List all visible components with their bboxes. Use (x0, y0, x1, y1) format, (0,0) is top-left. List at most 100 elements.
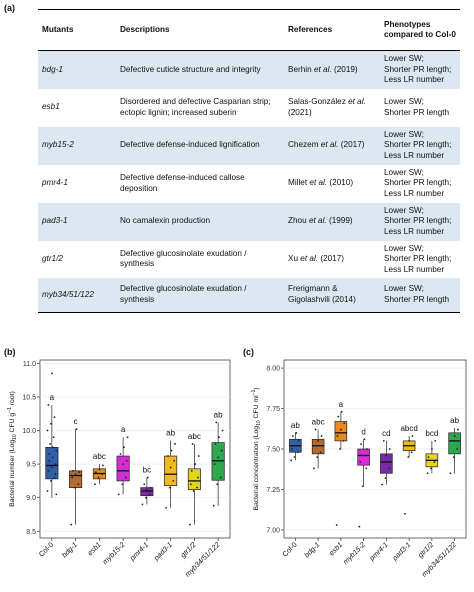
significance-letter: ab (214, 410, 223, 419)
data-point (46, 429, 49, 432)
phenotype-line: Lower SW; (384, 97, 424, 106)
y-axis-label-part: 10 (256, 420, 262, 426)
reference-it-text: et al. (300, 254, 319, 263)
phenotype-cell: Lower SW; Shorter PR length (380, 89, 460, 127)
data-point (382, 461, 384, 463)
data-point (430, 448, 433, 450)
data-point (449, 472, 452, 475)
box-pmr4-1 (380, 453, 393, 474)
significance-letter: bcd (425, 429, 438, 438)
data-point (366, 448, 368, 450)
reference-post-text: (2021) (288, 107, 312, 117)
y-axis-label: Bacterial number (Log10 CFU g−1 root) (7, 391, 18, 507)
reference-pre-text: Xu (288, 254, 301, 263)
y-tick-label: 8.5 (26, 529, 36, 536)
data-point (291, 448, 293, 450)
data-point (190, 469, 193, 472)
reference-it-text: et al. (313, 64, 332, 74)
reference-post-text: (2017) (318, 254, 345, 263)
y-tick-label: 10.0 (22, 428, 36, 435)
data-point (407, 456, 410, 458)
data-point (361, 485, 364, 488)
significance-letter: ab (450, 416, 459, 425)
reference-post-text: (2010) (327, 178, 354, 188)
data-point (142, 490, 145, 492)
data-point (149, 486, 152, 489)
data-point (50, 372, 53, 375)
table-header-row: Mutants Descriptions References Phenotyp… (38, 9, 460, 51)
data-point (450, 440, 453, 442)
data-point (146, 476, 149, 479)
phenotype-line: Shorter PR length; (384, 216, 452, 226)
data-point (337, 415, 340, 418)
panel-label-c: (c) (243, 347, 254, 357)
reference-pre-text: Zhou (288, 216, 309, 226)
data-point (319, 451, 322, 454)
data-point (51, 446, 54, 449)
significance-letter: cd (382, 429, 390, 438)
box-myb15-2 (116, 455, 130, 482)
phenotype-line: Shorter PR length; (384, 178, 452, 188)
data-point (297, 451, 299, 454)
data-point (70, 523, 73, 526)
panel-label-b: (b) (4, 347, 16, 357)
data-point (117, 493, 120, 496)
data-point (47, 469, 50, 472)
data-point (78, 471, 81, 474)
data-point (221, 429, 224, 432)
data-point (452, 456, 455, 458)
data-point (119, 453, 122, 455)
phenotype-line: Less LR number (384, 226, 445, 236)
data-point (55, 493, 58, 496)
x-tick-label: esb1 (85, 540, 102, 557)
description-cell: Defective defense-induced lignification (116, 126, 284, 165)
table-row: pad3-1 No camalexin production Zhou et al.… (38, 202, 460, 241)
data-point (381, 483, 384, 486)
mutant-cell: bdg-1 (38, 50, 116, 89)
reference-it-text: et al. (348, 97, 366, 106)
box-gtr1-2 (187, 468, 201, 490)
data-point (426, 472, 429, 475)
panel-label-a: (a) (4, 3, 15, 13)
data-point (71, 476, 73, 479)
table-row: myb34/51/122 Defective glucosinolate exud… (38, 278, 460, 313)
data-point (174, 443, 176, 445)
data-point (125, 459, 128, 462)
data-point (49, 443, 52, 445)
data-point (97, 476, 100, 479)
data-point (313, 444, 316, 447)
phenotype-line: Lower SW; (384, 284, 424, 294)
reference-cell: Xu et al. (2017) (284, 241, 380, 279)
data-point (290, 459, 293, 462)
data-point (457, 428, 459, 431)
data-point (314, 428, 317, 431)
data-point (433, 461, 436, 463)
data-point (388, 467, 390, 470)
reference-cell: Salas-González et al. (2021) (284, 89, 380, 127)
data-point (336, 435, 339, 437)
significance-letter: a (339, 400, 344, 409)
data-point (196, 486, 198, 489)
data-point (385, 454, 388, 457)
description-cell: Disordered and defective Casparian strip… (120, 97, 271, 117)
mutant-cell: myb34/51/122 (38, 278, 116, 313)
y-tick-label: 9.5 (26, 462, 36, 469)
box-esb1 (334, 421, 348, 442)
phenotype-line: Lower SW; (384, 129, 424, 139)
significance-letter: bc (143, 466, 151, 475)
bacterial-number-boxplot: 8.5 9.0 9.5 10.0 10.5 11.0 Bacterial number (L… (7, 359, 231, 579)
significance-letter: a (121, 425, 126, 434)
y-axis-label-part: 10 (12, 434, 18, 440)
y-axis-label-part: −1 (7, 407, 13, 413)
y-axis-label-part: ) (253, 387, 260, 389)
data-point (404, 512, 406, 515)
reference-pre-text: Frerigmann & Gigolashvili (2014) (288, 284, 356, 304)
data-point (217, 456, 220, 459)
x-tick-label: myb15-2 (341, 540, 367, 566)
mutant-cell: pad3-1 (38, 202, 116, 241)
reference-cell: Zhou et al. (1999) (284, 202, 380, 241)
reference-cell: Millet et al. (2010) (284, 165, 380, 203)
data-point (197, 455, 200, 457)
data-point (411, 435, 414, 437)
box-pad3-1 (164, 455, 178, 486)
